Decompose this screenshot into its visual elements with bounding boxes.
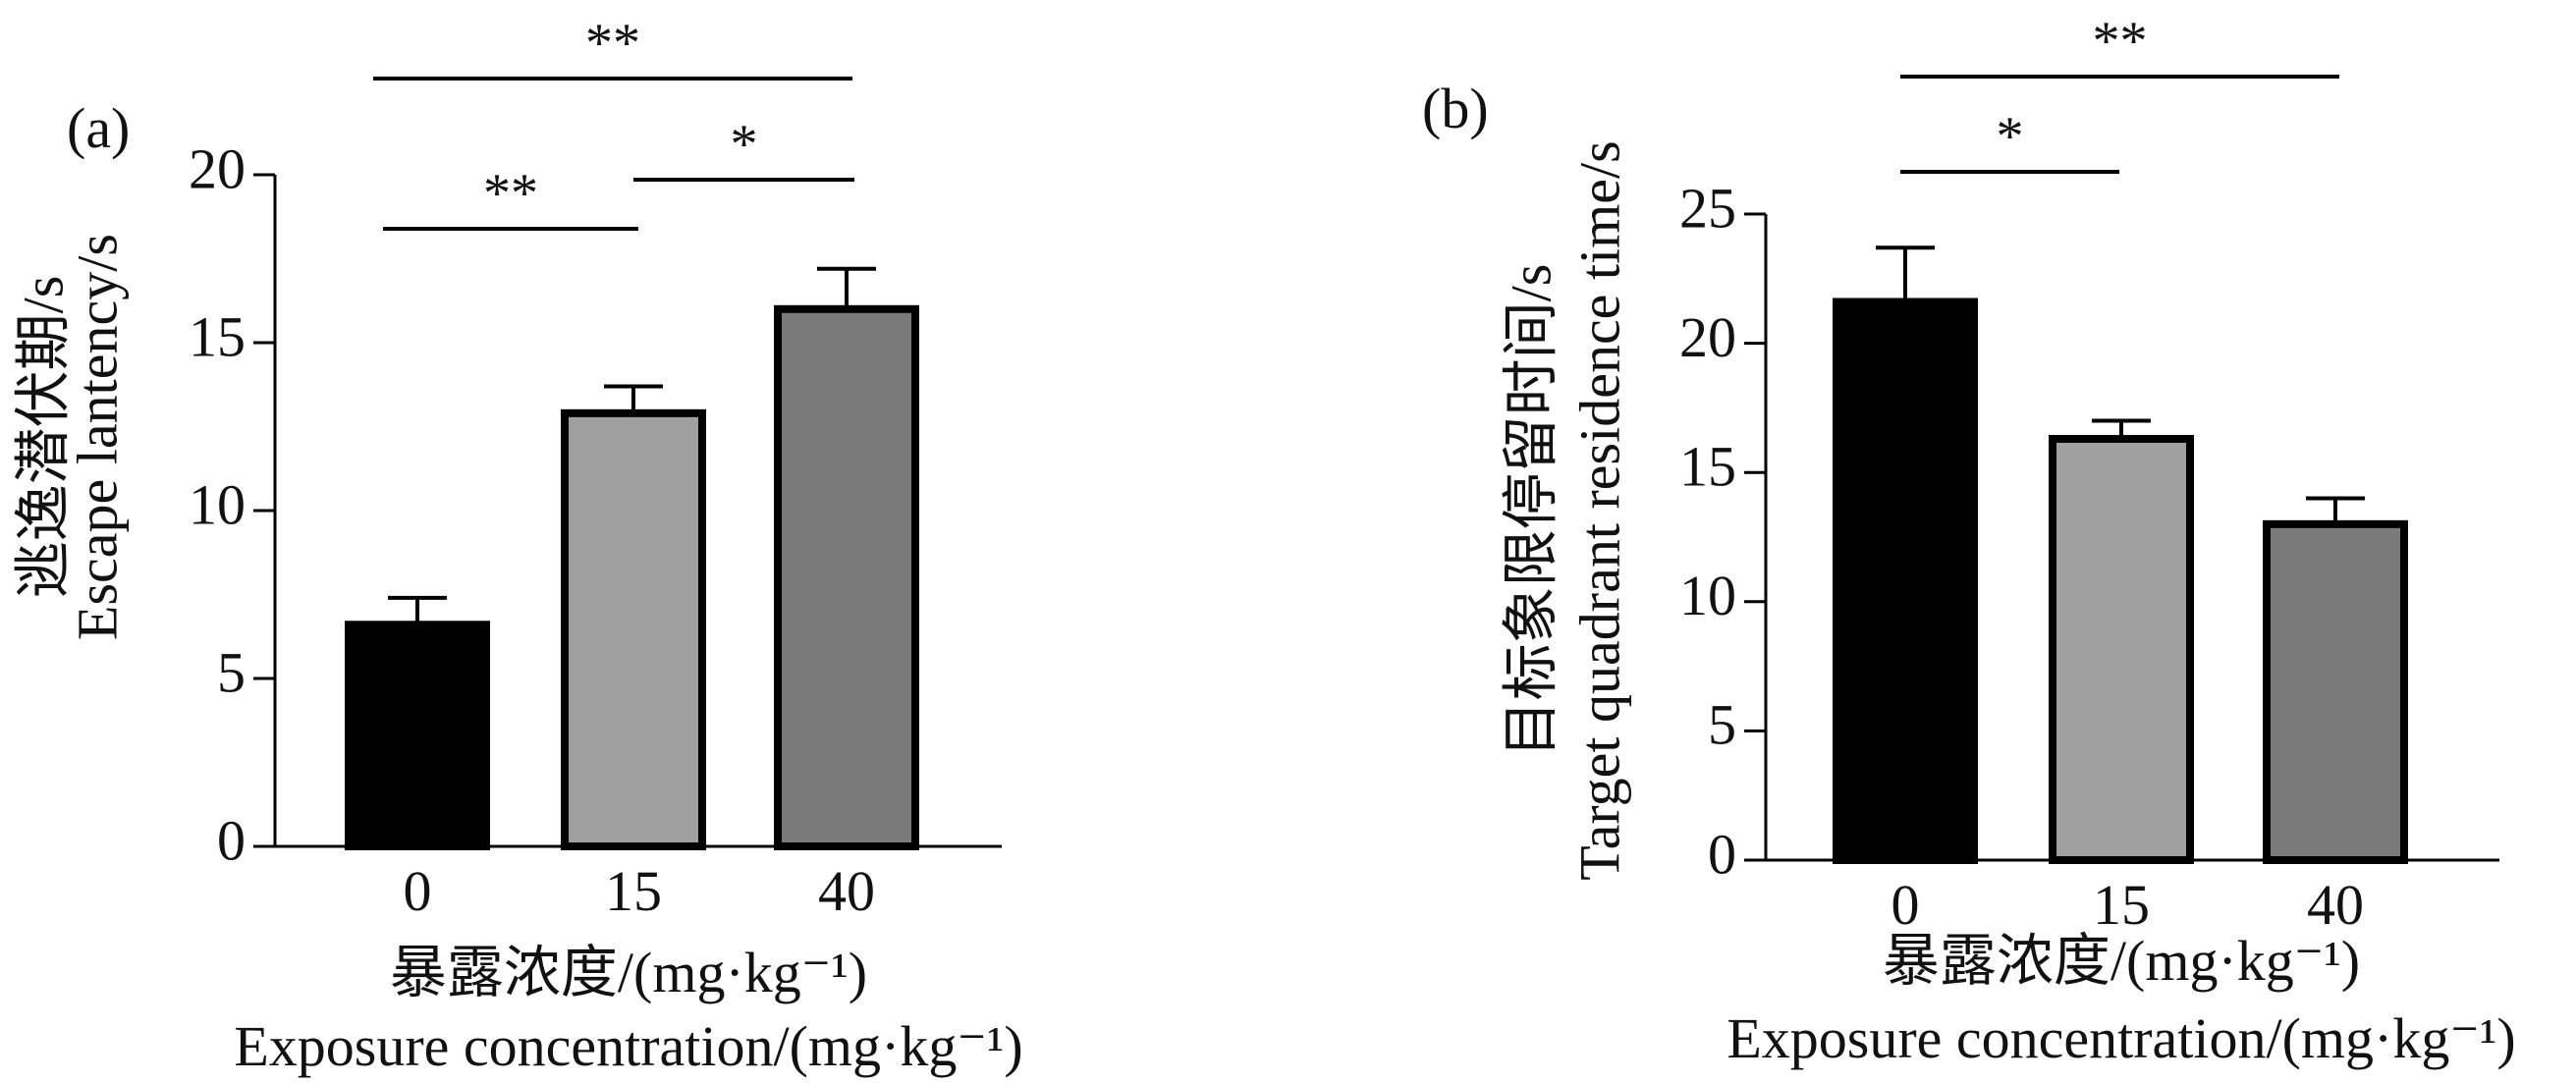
bar-0 xyxy=(345,621,490,851)
panel-a-ylabel-zh: 逃逸潜伏期/s xyxy=(11,276,75,599)
y-tick-label: 25 xyxy=(1679,176,1736,240)
y-tick-label: 10 xyxy=(189,472,246,536)
y-tick-label: 20 xyxy=(189,136,246,200)
panel-a-xlabel-zh: 暴露浓度/(mg·kg⁻¹) xyxy=(390,941,867,1004)
bar-0 xyxy=(1833,298,1978,865)
y-tick-label: 0 xyxy=(217,808,246,872)
significance-label: * xyxy=(1997,106,2024,167)
y-tick-label: 0 xyxy=(1708,822,1736,886)
x-tick-label: 0 xyxy=(1891,873,1920,937)
x-tick-label: 15 xyxy=(605,859,662,923)
panel-b-xlabel: Exposure concentration/(mg·kg⁻¹) xyxy=(1726,1006,2515,1070)
x-tick-label: 0 xyxy=(404,859,432,923)
significance-label: ** xyxy=(585,13,640,74)
y-tick-label: 15 xyxy=(1679,435,1736,499)
y-tick-label: 10 xyxy=(1679,564,1736,627)
x-tick-label: 40 xyxy=(2307,873,2364,937)
x-tick-label: 15 xyxy=(2093,873,2150,937)
bar-40 xyxy=(2263,519,2408,865)
significance-label: * xyxy=(731,114,758,175)
panel-b: (b) 目标象限停留时间/s Target quadrant residence… xyxy=(1422,11,2516,1070)
panel-a: (a) 逃逸潜伏期/s Escape lantency/s 暴露浓度/(mg·k… xyxy=(11,13,1022,1078)
panel-b-label: (b) xyxy=(1422,77,1489,140)
bar-40 xyxy=(774,304,919,850)
bar-15 xyxy=(561,408,706,850)
y-tick-label: 15 xyxy=(189,304,246,368)
panel-a-xlabel: Exposure concentration/(mg·kg⁻¹) xyxy=(234,1014,1022,1078)
panel-b-ylabel: Target quadrant residence time/s xyxy=(1567,140,1631,880)
x-tick-label: 40 xyxy=(818,859,875,923)
y-tick-label: 5 xyxy=(217,640,246,704)
y-tick-label: 20 xyxy=(1679,305,1736,369)
bar-15 xyxy=(2049,434,2194,864)
significance-label: ** xyxy=(2093,11,2148,72)
panel-b-xlabel-zh: 暴露浓度/(mg·kg⁻¹) xyxy=(1883,929,2360,993)
y-tick-label: 5 xyxy=(1708,693,1736,757)
panel-b-ylabel-zh: 目标象限停留时间/s xyxy=(1499,264,1562,758)
significance-label: ** xyxy=(483,163,538,224)
panel-a-label: (a) xyxy=(67,96,130,160)
panel-a-ylabel: Escape lantency/s xyxy=(65,234,129,640)
